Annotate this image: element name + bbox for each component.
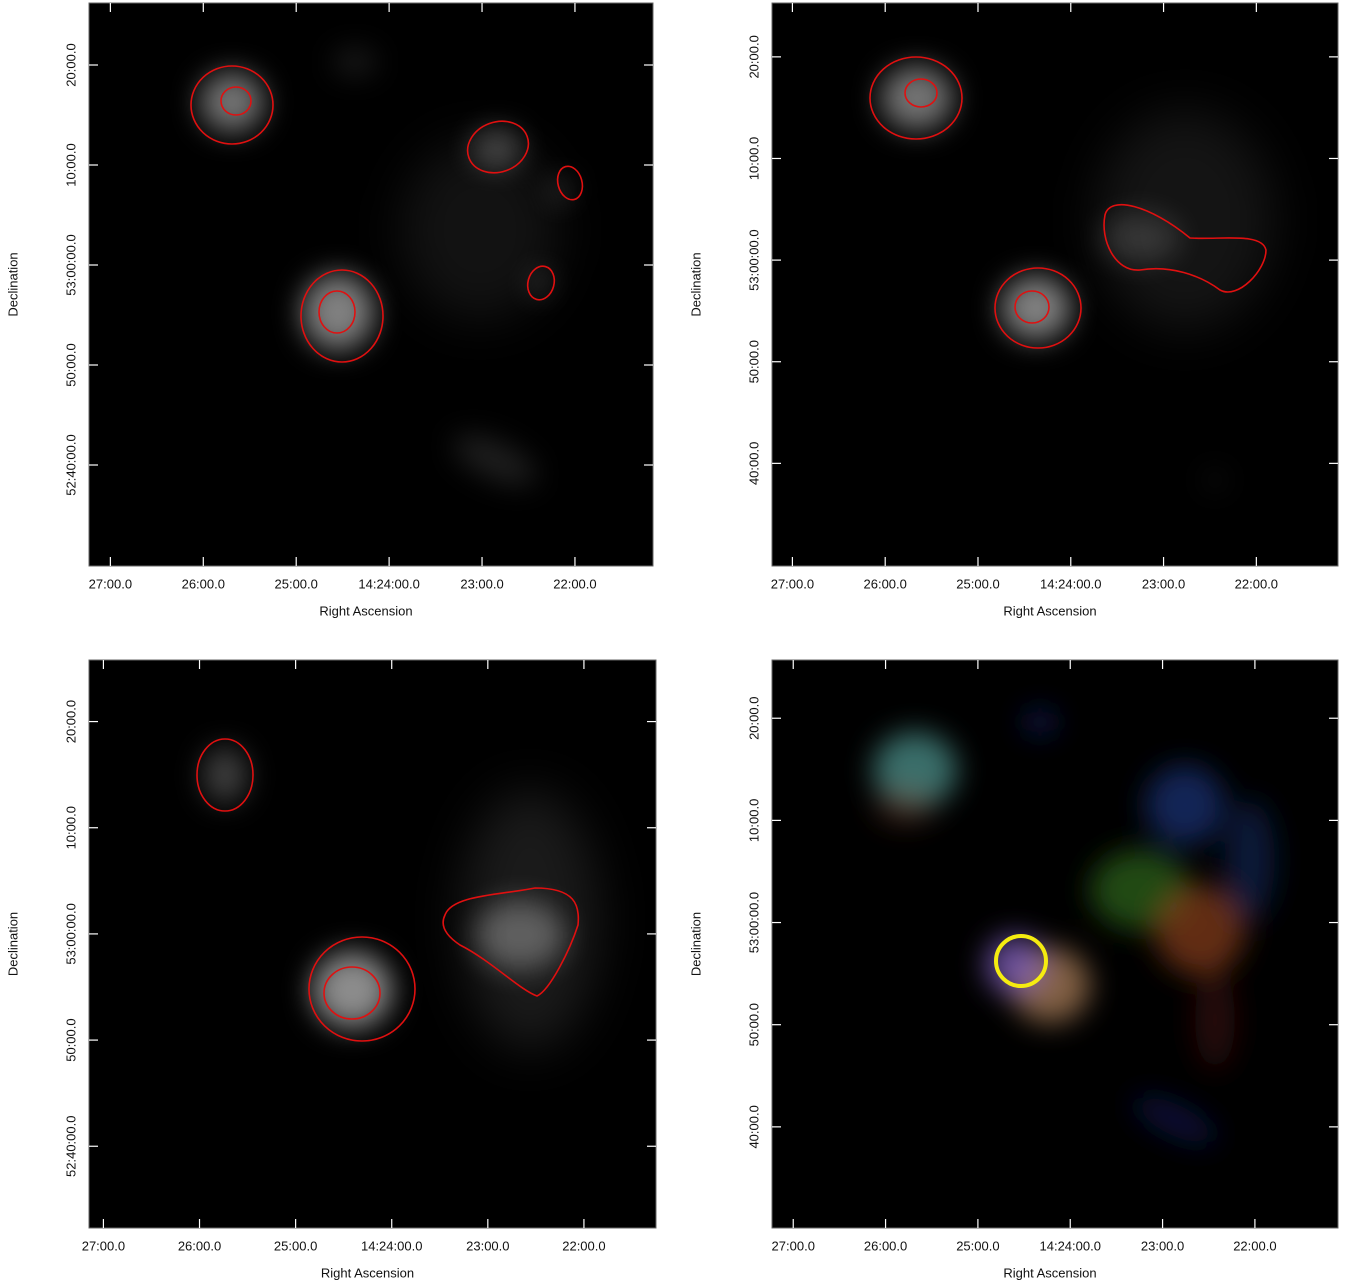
y-tick-label: 40:00.0	[746, 1105, 761, 1148]
y-axis-label: Declination	[5, 252, 20, 316]
x-axis-label: Right Ascension	[321, 1265, 414, 1280]
emission	[873, 710, 1275, 1144]
emission	[869, 56, 1275, 488]
x-tick-label: 26:00.0	[864, 576, 907, 591]
y-tick-label: 50:00.0	[746, 340, 761, 383]
x-tick-label: 27:00.0	[772, 1238, 815, 1253]
frame	[88, 2, 654, 567]
frame	[88, 659, 657, 1229]
y-tick-label: 53:00:00.0	[63, 234, 78, 295]
x-tick-label: 14:24:00.0	[358, 576, 419, 591]
y-tick-label: 52:40:00.0	[63, 434, 78, 495]
y-axis-label: Declination	[688, 912, 703, 976]
y-tick-label: 10:00.0	[746, 137, 761, 180]
x-tick-label: 25:00.0	[275, 576, 318, 591]
x-tick-label: 26:00.0	[178, 1238, 221, 1253]
y-tick-label: 50:00.0	[63, 343, 78, 386]
emission	[196, 738, 600, 1050]
y-tick-label: 50:00.0	[63, 1018, 78, 1061]
y-tick-label: 52:40:00.0	[63, 1116, 78, 1177]
frame	[771, 2, 1339, 567]
y-tick-label: 10:00.0	[63, 143, 78, 186]
y-tick-label: 10:00.0	[63, 806, 78, 849]
y-tick-label: 40:00.0	[746, 442, 761, 485]
x-axis-label: Right Ascension	[1003, 603, 1096, 618]
x-tick-label: 27:00.0	[771, 576, 814, 591]
x-tick-label: 23:00.0	[1142, 576, 1185, 591]
x-axis-label: Right Ascension	[1003, 1265, 1096, 1280]
x-tick-label: 27:00.0	[89, 576, 132, 591]
y-tick-label: 20:00.0	[746, 35, 761, 78]
y-tick-label: 53:00:00.0	[746, 892, 761, 953]
y-tick-label: 20:00.0	[746, 697, 761, 740]
x-axis-label: Right Ascension	[319, 603, 412, 618]
x-tick-label: 25:00.0	[956, 1238, 999, 1253]
image-area	[772, 660, 1338, 1228]
y-tick-label: 53:00:00.0	[63, 903, 78, 964]
x-tick-label: 25:00.0	[274, 1238, 317, 1253]
x-tick-label: 27:00.0	[82, 1238, 125, 1253]
y-tick-label: 10:00.0	[746, 799, 761, 842]
x-tick-label: 25:00.0	[956, 576, 999, 591]
x-tick-label: 23:00.0	[460, 576, 503, 591]
x-tick-label: 14:24:00.0	[1040, 1238, 1101, 1253]
x-tick-label: 23:00.0	[1141, 1238, 1184, 1253]
x-tick-label: 14:24:00.0	[1040, 576, 1101, 591]
x-tick-label: 22:00.0	[1235, 576, 1278, 591]
y-axis-label: Declination	[5, 912, 20, 976]
y-tick-label: 53:00:00.0	[746, 229, 761, 290]
y-tick-label: 20:00.0	[63, 700, 78, 743]
x-tick-label: 22:00.0	[553, 576, 596, 591]
y-axis-label: Declination	[688, 252, 703, 316]
x-tick-label: 26:00.0	[864, 1238, 907, 1253]
y-tick-label: 20:00.0	[63, 43, 78, 86]
source-marker	[994, 934, 1048, 988]
y-tick-label: 50:00.0	[746, 1003, 761, 1046]
frame	[771, 659, 1339, 1229]
x-tick-label: 22:00.0	[562, 1238, 605, 1253]
x-tick-label: 23:00.0	[466, 1238, 509, 1253]
x-tick-label: 26:00.0	[182, 576, 225, 591]
x-tick-label: 22:00.0	[1233, 1238, 1276, 1253]
emission	[190, 48, 584, 486]
x-tick-label: 14:24:00.0	[361, 1238, 422, 1253]
